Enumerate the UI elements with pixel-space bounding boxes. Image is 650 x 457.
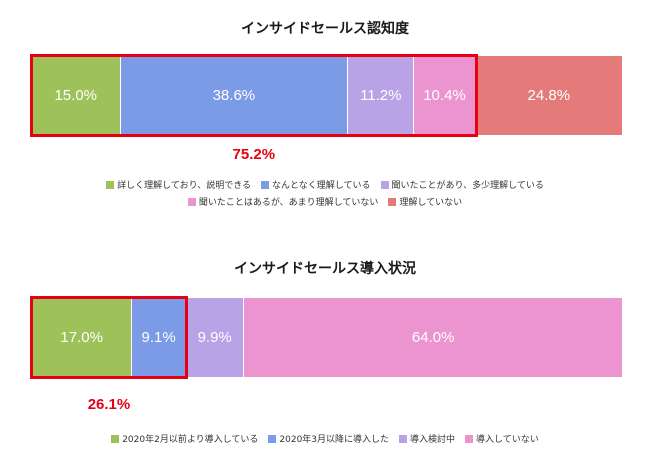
legend-label: 理解していない — [399, 198, 463, 208]
bar-segment-3: 9.9% — [185, 298, 245, 377]
legend-swatch — [399, 434, 408, 443]
legend-swatch — [465, 434, 474, 443]
legend-label: なんとなく理解している — [272, 181, 371, 191]
chart-title-awareness: インサイドセールス認知度 — [241, 21, 409, 37]
legend-swatch — [106, 180, 115, 189]
legend-item: 詳しく理解しており、説明できる — [106, 178, 251, 191]
legend-swatch — [268, 434, 277, 443]
stacked-bar-adoption: 17.0% 9.1% 9.9% 64.0% — [32, 298, 622, 377]
legend-item: 2020年3月以降に導入した — [268, 432, 389, 445]
legend-label: 導入していない — [476, 435, 539, 445]
bar-segment-4: 64.0% — [244, 298, 622, 377]
bar-segment-5: 24.8% — [475, 56, 622, 135]
legend-swatch — [261, 180, 270, 189]
legend-item: 聞いたことがあり、多少理解している — [380, 178, 544, 191]
legend-label: 聞いたことはあるが、あまり理解していない — [198, 198, 379, 208]
legend-swatch — [111, 434, 120, 443]
legend-swatch — [187, 197, 196, 206]
highlight-box-adoption — [30, 296, 188, 379]
legend-row: 聞いたことはあるが、あまり理解していない 理解していない — [0, 195, 650, 208]
bar-segment-1: 15.0% — [32, 56, 121, 135]
legend-row: 2020年2月以前より導入している 2020年3月以降に導入した 導入検討中 導入して… — [0, 432, 650, 445]
legend-item: 2020年2月以前より導入している — [111, 432, 258, 445]
legend-adoption: 2020年2月以前より導入している 2020年3月以降に導入した 導入検討中 導入して… — [0, 432, 650, 449]
legend-label: 2020年3月以降に導入した — [279, 435, 390, 445]
legend-swatch — [388, 197, 397, 206]
legend-row: 詳しく理解しており、説明できる なんとなく理解している 聞いたことがあり、多少理解し… — [0, 178, 650, 191]
legend-label: 聞いたことがあり、多少理解している — [391, 181, 544, 191]
legend-item: 導入検討中 — [399, 432, 455, 445]
bar-segment-2: 9.1% — [132, 298, 186, 377]
legend-item: 導入していない — [465, 432, 539, 445]
legend-item: なんとなく理解している — [261, 178, 371, 191]
highlight-total-awareness: 75.2% — [232, 146, 276, 163]
legend-label: 詳しく理解しており、説明できる — [117, 181, 252, 191]
legend-item: 聞いたことはあるが、あまり理解していない — [187, 195, 379, 208]
highlight-total-adoption: 26.1% — [87, 396, 131, 413]
chart-title-adoption: インサイドセールス導入状況 — [234, 261, 416, 277]
stacked-bar-awareness: 15.0% 38.6% 11.2% 10.4% 24.8% — [32, 56, 622, 135]
legend-item: 理解していない — [388, 195, 462, 208]
bar-segment-1: 17.0% — [32, 298, 133, 377]
legend-awareness: 詳しく理解しており、説明できる なんとなく理解している 聞いたことがあり、多少理解し… — [0, 178, 650, 212]
legend-label: 2020年2月以前より導入している — [122, 435, 259, 445]
highlight-box-awareness — [30, 54, 478, 137]
legend-swatch — [380, 180, 389, 189]
bar-segment-2: 38.6% — [120, 56, 349, 135]
bar-segment-3: 11.2% — [348, 56, 415, 135]
legend-label: 導入検討中 — [410, 435, 456, 445]
